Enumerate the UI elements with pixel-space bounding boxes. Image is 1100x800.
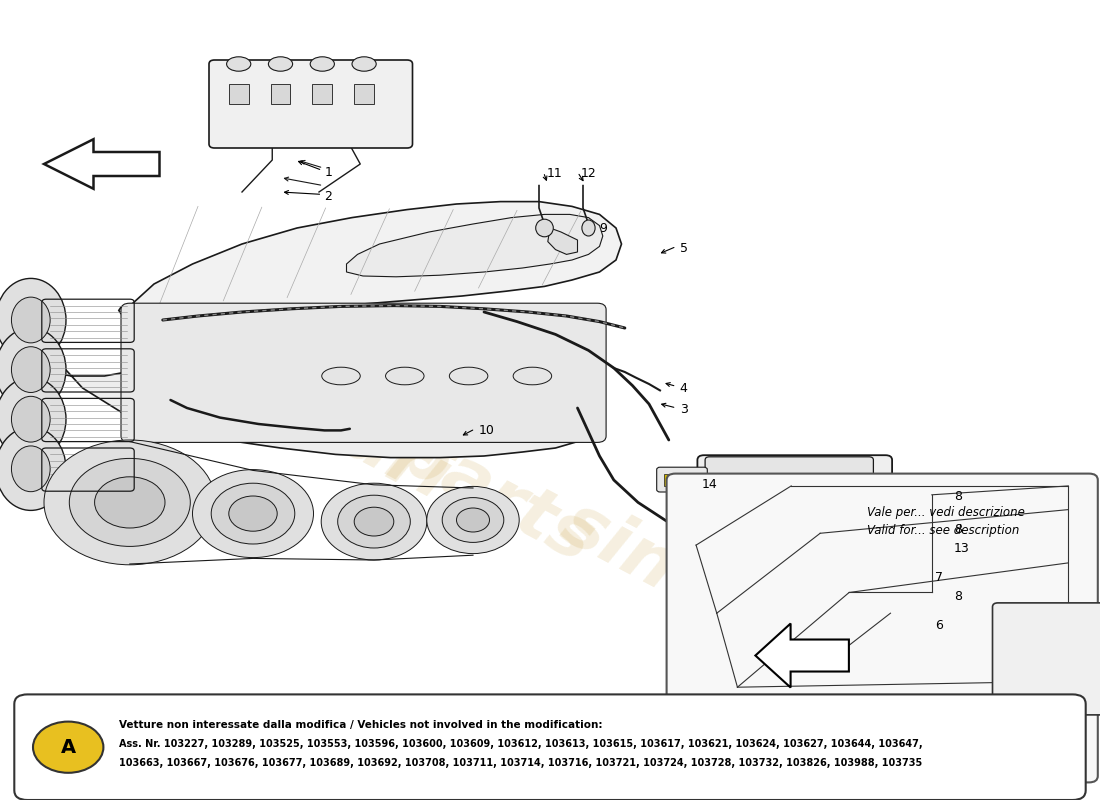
FancyBboxPatch shape [667, 474, 1098, 782]
Bar [664, 474, 695, 486]
Text: 9: 9 [600, 222, 607, 234]
Text: 13: 13 [954, 542, 969, 554]
Circle shape [354, 507, 394, 536]
FancyBboxPatch shape [14, 694, 1086, 800]
Text: 7: 7 [935, 571, 943, 584]
Text: 6: 6 [935, 619, 943, 632]
FancyBboxPatch shape [992, 603, 1100, 715]
Ellipse shape [352, 57, 376, 71]
Circle shape [894, 506, 910, 518]
Ellipse shape [0, 378, 66, 461]
Ellipse shape [11, 446, 51, 492]
Ellipse shape [268, 57, 293, 71]
Ellipse shape [0, 328, 66, 411]
Bar [271, 84, 290, 104]
Ellipse shape [0, 427, 66, 510]
Circle shape [33, 722, 103, 773]
Text: Ass. Nr. 103227, 103289, 103525, 103553, 103596, 103600, 103609, 103612, 103613,: Ass. Nr. 103227, 103289, 103525, 103553,… [119, 739, 923, 749]
Ellipse shape [746, 659, 777, 672]
Text: since: since [550, 488, 769, 648]
Circle shape [321, 483, 427, 560]
Text: 1995: 1995 [715, 562, 925, 718]
Ellipse shape [449, 367, 487, 385]
Circle shape [894, 602, 910, 614]
Circle shape [456, 508, 490, 532]
Circle shape [211, 483, 295, 544]
Ellipse shape [536, 219, 553, 237]
Circle shape [229, 496, 277, 531]
Bar [312, 84, 332, 104]
Circle shape [849, 474, 867, 486]
Circle shape [717, 594, 735, 606]
Ellipse shape [227, 57, 251, 71]
Text: Vale per... vedi descrizione
Valid for... see description: Vale per... vedi descrizione Valid for..… [867, 506, 1025, 537]
Bar [354, 84, 374, 104]
Circle shape [95, 477, 165, 528]
Circle shape [849, 594, 867, 606]
Ellipse shape [310, 57, 334, 71]
Polygon shape [39, 312, 603, 458]
FancyBboxPatch shape [657, 467, 707, 492]
Text: 8: 8 [954, 523, 961, 536]
Text: 3: 3 [680, 403, 688, 416]
Ellipse shape [321, 367, 361, 385]
FancyBboxPatch shape [209, 60, 412, 148]
Ellipse shape [0, 278, 66, 362]
FancyBboxPatch shape [705, 457, 873, 499]
Text: Vetture non interessate dalla modifica / Vehicles not involved in the modificati: Vetture non interessate dalla modifica /… [119, 720, 603, 730]
Text: 2: 2 [324, 190, 332, 202]
FancyBboxPatch shape [121, 303, 606, 442]
Ellipse shape [11, 346, 51, 393]
Circle shape [427, 486, 519, 554]
Circle shape [894, 482, 910, 494]
FancyBboxPatch shape [718, 504, 867, 588]
Text: 5: 5 [680, 242, 688, 254]
Circle shape [192, 470, 314, 558]
Text: A: A [60, 738, 76, 757]
Text: 14: 14 [702, 478, 717, 490]
Circle shape [442, 498, 504, 542]
Ellipse shape [386, 367, 425, 385]
Text: 4: 4 [680, 382, 688, 394]
Text: 1: 1 [324, 166, 332, 178]
Ellipse shape [11, 297, 51, 343]
FancyBboxPatch shape [697, 455, 892, 621]
Text: 12: 12 [581, 167, 596, 180]
Polygon shape [548, 228, 578, 254]
Polygon shape [44, 139, 160, 189]
Circle shape [713, 474, 730, 486]
Text: 8: 8 [954, 490, 961, 502]
Text: parts: parts [385, 415, 606, 577]
Text: 103663, 103667, 103676, 103677, 103689, 103692, 103708, 103711, 103714, 103716, : 103663, 103667, 103676, 103677, 103689, … [119, 758, 922, 768]
FancyBboxPatch shape [722, 583, 862, 618]
Ellipse shape [11, 396, 51, 442]
Polygon shape [756, 623, 849, 687]
Text: 8: 8 [954, 590, 961, 602]
Text: 10: 10 [478, 424, 494, 437]
Polygon shape [346, 214, 603, 277]
Circle shape [338, 495, 410, 548]
Circle shape [44, 440, 216, 565]
Bar [229, 84, 249, 104]
Ellipse shape [513, 367, 551, 385]
Circle shape [69, 458, 190, 546]
Ellipse shape [582, 220, 595, 236]
Polygon shape [119, 202, 621, 314]
Text: 11: 11 [547, 167, 562, 180]
Text: ferrari: ferrari [198, 332, 461, 516]
